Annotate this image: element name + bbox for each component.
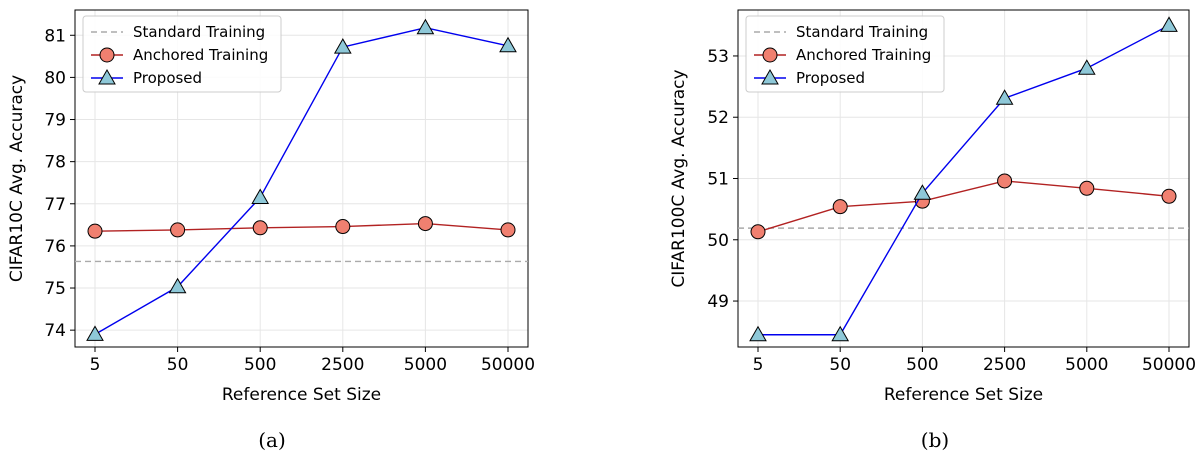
- circle-marker: [1161, 188, 1177, 204]
- y-tick-label: 76: [44, 237, 66, 257]
- legend-label: Proposed: [796, 69, 865, 87]
- circle-marker: [997, 173, 1013, 189]
- triangle-marker: [1077, 59, 1096, 75]
- series-line: [94, 222, 509, 232]
- triangle-marker: [168, 277, 187, 294]
- x-tick-label: 5000: [404, 355, 447, 375]
- legend-label: Anchored Training: [796, 46, 931, 64]
- legend-label: Proposed: [133, 69, 202, 87]
- x-tick-label: 5: [753, 355, 764, 375]
- triangle-marker: [98, 68, 116, 85]
- circle-marker: [252, 220, 268, 236]
- legend-box: [745, 15, 945, 93]
- series-anchored-training: [750, 173, 1177, 240]
- circle-marker: [832, 199, 848, 215]
- triangle-marker: [86, 325, 104, 341]
- y-tick-label: 49: [707, 292, 729, 312]
- triangle-marker: [499, 36, 517, 53]
- circle-marker: [750, 224, 766, 240]
- y-tick-label: 51: [707, 170, 729, 190]
- series-line: [94, 26, 509, 335]
- series-anchored-training: [87, 216, 516, 239]
- y-tick-label: 50: [707, 231, 729, 251]
- figure-caption: (a): [258, 428, 286, 452]
- x-tick-label: 50000: [1142, 355, 1196, 375]
- series-proposed: [749, 16, 1178, 342]
- triangle-marker: [995, 89, 1014, 105]
- circle-marker: [87, 223, 103, 239]
- y-tick-label: 79: [44, 111, 66, 131]
- triangle-marker: [913, 184, 932, 200]
- y-tick-label: 77: [44, 195, 66, 215]
- legend-label: Standard Training: [796, 23, 928, 41]
- circle-marker: [99, 47, 115, 63]
- triangle-marker: [251, 188, 270, 204]
- triangle-marker: [333, 38, 352, 54]
- y-tick-label: 53: [707, 47, 729, 67]
- series-line: [758, 24, 1170, 336]
- x-tick-label: 2500: [983, 355, 1026, 375]
- x-tick-label: 5: [90, 355, 101, 375]
- circle-marker: [417, 216, 433, 232]
- y-tick-label: 74: [44, 321, 66, 341]
- x-tick-label: 50: [829, 355, 851, 375]
- legend-label: Standard Training: [133, 23, 265, 41]
- triangle-marker: [416, 18, 435, 35]
- legend-label: Anchored Training: [133, 46, 268, 64]
- legend: Standard Training Anchored Training Propos…: [745, 15, 945, 93]
- triangle-marker: [749, 325, 767, 342]
- circle-marker: [500, 222, 516, 238]
- plot-frame: [74, 9, 529, 348]
- legend: Standard Training Anchored Training Propos…: [82, 15, 282, 93]
- x-tick-label: 5000: [1065, 355, 1108, 375]
- y-tick-label: 80: [44, 68, 66, 88]
- triangle-marker: [831, 325, 850, 342]
- y-tick-label: 78: [44, 153, 66, 173]
- x-axis-label: Reference Set Size: [884, 385, 1043, 405]
- y-axis-label: CIFAR100C Avg. Accuracy: [669, 69, 689, 287]
- series-proposed: [86, 18, 517, 341]
- y-tick-label: 81: [44, 26, 66, 46]
- triangle-marker: [1160, 16, 1178, 32]
- x-tick-label: 500: [906, 355, 938, 375]
- x-tick-label: 500: [244, 355, 276, 375]
- y-tick-label: 75: [44, 279, 66, 299]
- triangle-marker: [761, 68, 779, 85]
- circle-marker: [335, 219, 351, 235]
- circle-marker: [1079, 180, 1095, 196]
- chart-b: 5 50 500 2500 5000 50000 49 50 51 52 53 Reference S…: [669, 9, 1196, 452]
- y-axis-label: CIFAR10C Avg. Accuracy: [7, 75, 27, 282]
- circle-marker: [762, 47, 778, 63]
- legend-box: [82, 15, 282, 93]
- circle-marker: [170, 222, 186, 238]
- series-line: [757, 180, 1170, 233]
- chart-a: 5 50 500 2500 5000 50000 74 75 76 77 78 79 80 81 Refer…: [7, 9, 535, 452]
- x-axis-label: Reference Set Size: [222, 385, 381, 405]
- x-tick-label: 50000: [481, 355, 535, 375]
- figure-caption: (b): [921, 428, 949, 452]
- y-tick-label: 52: [707, 108, 729, 128]
- x-tick-label: 50: [167, 355, 189, 375]
- x-tick-label: 2500: [321, 355, 364, 375]
